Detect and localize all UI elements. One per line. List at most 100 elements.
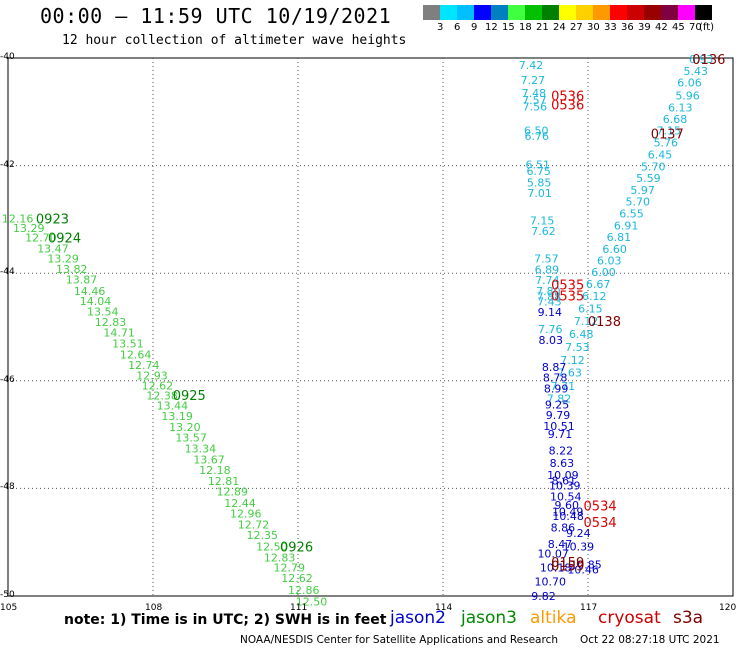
wave-height-value: 12.50	[296, 595, 328, 608]
generated-timestamp: Oct 22 08:27:18 UTC 2021	[580, 634, 720, 646]
wave-height-value: 7.27	[521, 74, 546, 87]
wave-height-value: 13.57	[175, 431, 207, 444]
map-border	[7, 57, 734, 597]
pass-time-label: 0926	[280, 541, 313, 556]
color-scale-label: 42	[655, 22, 668, 33]
wave-height-value: 12.62	[281, 572, 313, 585]
wave-height-value: 12.18	[199, 464, 231, 477]
wave-height-value: 9.60	[554, 499, 579, 512]
wave-height-value: 7.15	[530, 214, 555, 227]
mission-altika: altika	[530, 608, 577, 628]
wave-height-value: 12.79	[274, 561, 306, 574]
latitude-label: -46	[0, 374, 15, 385]
wave-height-value: 7.82	[547, 393, 572, 406]
color-scale-label: 21	[536, 22, 549, 33]
wave-height-value: 8.03	[539, 334, 564, 347]
wave-height-value: 8.86	[551, 522, 576, 535]
pass-time-label: 0138	[588, 315, 621, 330]
color-swatch	[678, 5, 695, 20]
wave-height-value: 13.44	[157, 400, 189, 413]
color-scale-label: 6	[454, 22, 461, 33]
wave-height-value: 7.12	[560, 354, 585, 367]
wave-height-value: 7.74	[535, 274, 560, 287]
wave-height-value: 12.62	[142, 380, 174, 393]
wave-height-value: 13.19	[161, 410, 193, 423]
wave-height-value: 7.88	[537, 290, 562, 303]
color-scale-label: 70	[689, 22, 702, 33]
wave-height-value: 14.46	[74, 285, 106, 298]
wave-height-value: 12.16	[2, 212, 34, 225]
longitude-label: 105	[0, 603, 18, 613]
mission-jason2: jason2	[390, 608, 446, 628]
wave-height-value: 7.57	[534, 253, 559, 266]
color-scale-label: 12	[485, 22, 498, 33]
wave-height-value: 5.43	[684, 65, 709, 78]
latitude-label: -48	[0, 482, 15, 493]
pass-time-label: 0137	[651, 127, 684, 142]
color-swatch	[542, 5, 559, 20]
wave-height-value: 12.74	[128, 359, 160, 372]
wave-height-value: 6.06	[677, 77, 702, 90]
footnote: note: 1) Time is in UTC; 2) SWH is in fe…	[64, 612, 387, 628]
wave-height-value: 10.09	[547, 469, 579, 482]
wave-height-value: 12.35	[246, 529, 278, 542]
wave-height-value: 8.99	[544, 382, 569, 395]
wave-height-value: 6.50	[524, 125, 549, 138]
wave-height-value: 6.00	[591, 266, 616, 279]
color-scale-label: (ft)	[699, 22, 715, 33]
wave-height-value: 6.45	[648, 148, 673, 161]
color-scale-label: 33	[604, 22, 617, 33]
wave-height-value: 9.79	[546, 409, 571, 422]
pass-time-label: 0534	[584, 516, 617, 531]
wave-height-value: 8.63	[550, 457, 575, 470]
color-swatch	[644, 5, 661, 20]
wave-height-tracks: 12.1613.2912.7013.4713.2913.8213.8714.46…	[2, 53, 713, 608]
color-scale-label: 27	[570, 22, 583, 33]
wave-height-value: 6.75	[526, 165, 551, 178]
color-scale-label: 15	[502, 22, 515, 33]
wave-height-value: 6.55	[619, 207, 644, 220]
color-scale-label: 24	[553, 22, 566, 33]
color-swatch	[491, 5, 508, 20]
color-swatch	[576, 5, 593, 20]
wave-height-value: 6.48	[569, 328, 594, 341]
wave-height-value: 9.25	[545, 398, 570, 411]
wave-height-value: 7.43	[537, 296, 562, 309]
color-swatch	[474, 5, 491, 20]
color-scale-label: 18	[519, 22, 532, 33]
map-grid	[7, 57, 734, 597]
color-scale-label: 9	[471, 22, 478, 33]
wave-height-value: 7.76	[538, 323, 563, 336]
wave-height-value: 5.97	[630, 184, 655, 197]
color-scale-label: 45	[672, 22, 685, 33]
wave-height-value: 12.89	[217, 486, 249, 499]
wave-height-value: 13.82	[56, 263, 88, 276]
wave-height-value: 6.81	[607, 231, 632, 244]
color-swatch	[525, 5, 542, 20]
color-swatch	[559, 5, 576, 20]
wave-height-value: 6.93	[689, 53, 714, 66]
latitude-label: -40	[0, 52, 15, 62]
color-swatch	[457, 5, 474, 20]
mission-cryosat: cryosat	[598, 608, 661, 628]
wave-height-value: 6.13	[668, 101, 693, 114]
wave-height-value: 14.71	[103, 326, 135, 339]
wave-height-value: 5.76	[654, 136, 679, 149]
color-swatch	[610, 5, 627, 20]
wave-height-value: 7.80	[536, 285, 561, 298]
pass-time-label: 0925	[173, 389, 206, 404]
wave-height-value: 6.67	[586, 278, 611, 291]
wave-height-value: 13.51	[112, 338, 144, 351]
wave-height-value: 6.60	[602, 243, 627, 256]
longitude-label: 111	[290, 603, 308, 613]
wave-height-value: 10.39	[563, 541, 595, 554]
wave-height-value: 9.71	[548, 428, 573, 441]
wave-height-value: 12.96	[230, 508, 262, 521]
wave-height-value: 5.85	[527, 176, 552, 189]
wave-height-value: 13.34	[185, 443, 217, 456]
wave-height-value: 14.04	[80, 295, 112, 308]
wave-height-value: 8.78	[543, 372, 568, 385]
wave-height-value: 5.59	[636, 172, 661, 185]
latitude-label: -50	[0, 590, 15, 600]
